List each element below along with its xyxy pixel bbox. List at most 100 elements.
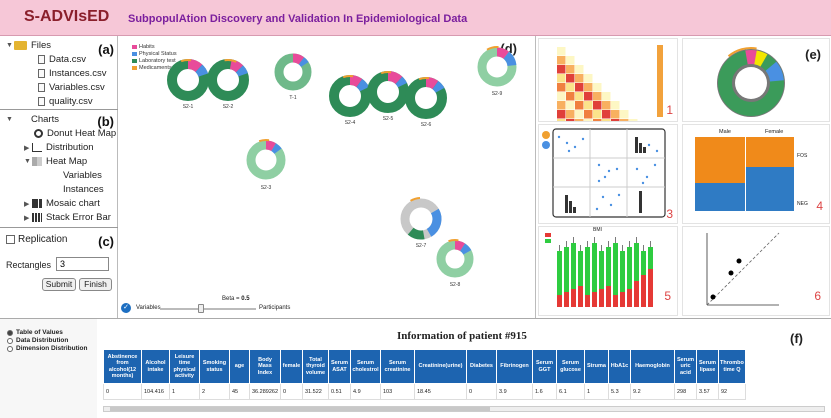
- bar-segment-red: [557, 295, 562, 307]
- chart-item-donut-heat-map[interactable]: Donut Heat Map: [34, 128, 116, 139]
- donut-s2-2[interactable]: S2-2: [206, 58, 250, 110]
- radio-selected[interactable]: [7, 329, 13, 336]
- replication-toggle[interactable]: Replication: [6, 234, 67, 245]
- file-label: Variables.csv: [49, 82, 105, 93]
- scatter-point: [565, 141, 569, 145]
- donut-s2-1[interactable]: S2-1: [166, 58, 210, 110]
- beta-value-label: Beta = 0.5: [222, 296, 250, 302]
- heatmap-cell: [611, 119, 620, 121]
- donut-chart: [476, 46, 518, 88]
- heatmap-cell: [584, 110, 593, 119]
- chart-item-mosaic[interactable]: ▶ Mosaic chart: [24, 198, 100, 209]
- app-title: S-ADVIsED: [24, 8, 110, 25]
- bar-segment-green: [571, 243, 576, 289]
- chart-label: Instances: [63, 184, 104, 195]
- scatter-point: [655, 149, 659, 153]
- column-header: Leisure time physical activity: [169, 349, 200, 384]
- scatter-point: [581, 137, 585, 141]
- table-cell: 5.3: [608, 383, 631, 400]
- mosaic-chart: [695, 137, 794, 211]
- roc-thumbnail[interactable]: 6: [682, 226, 830, 316]
- stacked-bar-thumbnail[interactable]: BMI 5: [538, 226, 678, 316]
- patient-table-container[interactable]: Abstinence from alcohol(12 months) Alcoho…: [103, 349, 825, 405]
- bar-segment-green: [627, 247, 632, 289]
- mode-dimension-distribution[interactable]: Dimension Distribution: [7, 345, 88, 352]
- heatmap-cell: [566, 101, 575, 110]
- bar-segment-red: [578, 286, 583, 307]
- file-item-instances[interactable]: Instances.csv: [38, 68, 107, 79]
- mode-label: Table of Values: [16, 329, 63, 336]
- bar-segment-green: [557, 251, 562, 295]
- donut-t-1[interactable]: T-1: [273, 52, 313, 101]
- legend-swatch: [132, 59, 137, 63]
- table-cell: 92: [718, 383, 746, 400]
- rectangles-input[interactable]: [56, 257, 109, 271]
- chart-item-stack-error-bar[interactable]: ▶ Stack Error Bar: [24, 212, 111, 223]
- mosaic-thumbnail[interactable]: Male Female FOS NEG 4: [682, 124, 830, 224]
- mosaic-chart-icon: [32, 199, 42, 208]
- column-header: Serum ASAT: [328, 349, 351, 384]
- chart-label: Donut Heat Map: [47, 128, 117, 139]
- bar-segment-green: [564, 247, 569, 292]
- scatter-point: [597, 163, 601, 167]
- legend-item-lab: Laboratory test: [132, 58, 176, 64]
- donut-s2-7[interactable]: S2-7: [398, 196, 444, 249]
- table-cell: 0: [466, 383, 497, 400]
- charts-section: (b) ▼ Charts Donut Heat Map ▶ Distributi…: [0, 110, 118, 228]
- donut-s2-9[interactable]: S2-9: [474, 44, 520, 97]
- legend-label: Physical Status: [139, 51, 177, 57]
- radio-unselected[interactable]: [7, 345, 13, 352]
- chart-item-heat-map[interactable]: ▼ Heat Map: [24, 156, 87, 167]
- donut-label: S2-2: [222, 104, 234, 110]
- table-cell: 3.9: [496, 383, 533, 400]
- files-section: (a) ▼ Files Data.csv Instances.csv Varia…: [0, 36, 118, 110]
- donut-s2-8[interactable]: S2-8: [434, 238, 476, 288]
- file-item-data[interactable]: Data.csv: [38, 54, 86, 65]
- donut-s2-5[interactable]: S2-5: [366, 70, 410, 122]
- mode-data-distribution[interactable]: Data Distribution: [7, 337, 68, 344]
- beta-slider-thumb[interactable]: [198, 304, 204, 313]
- heatmap-cell: [584, 119, 593, 121]
- finish-button[interactable]: Finish: [79, 278, 112, 291]
- donut-s2-4[interactable]: S2-4: [328, 74, 372, 126]
- heatmap-thumbnail[interactable]: 1: [538, 38, 678, 122]
- file-item-variables[interactable]: Variables.csv: [38, 82, 105, 93]
- files-folder[interactable]: ▼ Files: [6, 40, 51, 51]
- horizontal-scrollbar[interactable]: [103, 406, 825, 412]
- heatmap-cell: [620, 110, 629, 119]
- panel-number: 4: [816, 199, 823, 213]
- file-icon: [38, 69, 45, 78]
- column-header: age: [229, 349, 250, 384]
- chart-item-instances[interactable]: Instances: [63, 184, 104, 195]
- big-donut-thumbnail[interactable]: (e): [682, 38, 830, 122]
- distribution-chart-icon: [32, 143, 42, 152]
- table-cell: 103: [380, 383, 415, 400]
- scrollbar-thumb[interactable]: [110, 407, 490, 411]
- bar-segment-green: [599, 251, 604, 289]
- beta-slider-area: ✓ Variables Beta = 0.5 Participants: [118, 294, 536, 318]
- scatter-point: [653, 163, 657, 167]
- replication-checkbox[interactable]: [6, 235, 15, 244]
- table-cell: 31.522: [302, 383, 329, 400]
- bar-segment-red: [620, 292, 625, 307]
- chart-item-variables[interactable]: Variables: [63, 170, 102, 181]
- mode-table-of-values[interactable]: Table of Values: [7, 329, 63, 336]
- submit-button[interactable]: Submit: [42, 278, 76, 291]
- checkmark-icon[interactable]: ✓: [121, 303, 131, 313]
- file-icon: [38, 97, 45, 106]
- donut-s2-6[interactable]: S2-6: [404, 76, 448, 128]
- column-header: Abstinence from alcohol(12 months): [103, 349, 142, 384]
- chart-item-distribution[interactable]: ▶ Distribution: [24, 142, 94, 153]
- beta-slider-track[interactable]: [160, 308, 256, 310]
- donut-heat-map-canvas[interactable]: (d) Habits Physical Status Laboratory te…: [118, 36, 536, 318]
- table-cell: 2: [199, 383, 230, 400]
- expand-icon: ▼: [24, 158, 31, 165]
- radio-unselected[interactable]: [7, 337, 13, 344]
- charts-root[interactable]: ▼ Charts: [6, 114, 59, 125]
- file-item-quality[interactable]: quality.csv: [38, 96, 93, 107]
- donut-s2-3[interactable]: S2-3: [244, 138, 288, 191]
- bar-segment-red: [592, 292, 597, 307]
- scatter-matrix-thumbnail[interactable]: 3: [538, 124, 678, 224]
- column-header: HbA1c: [608, 349, 631, 384]
- column-header: female: [280, 349, 303, 384]
